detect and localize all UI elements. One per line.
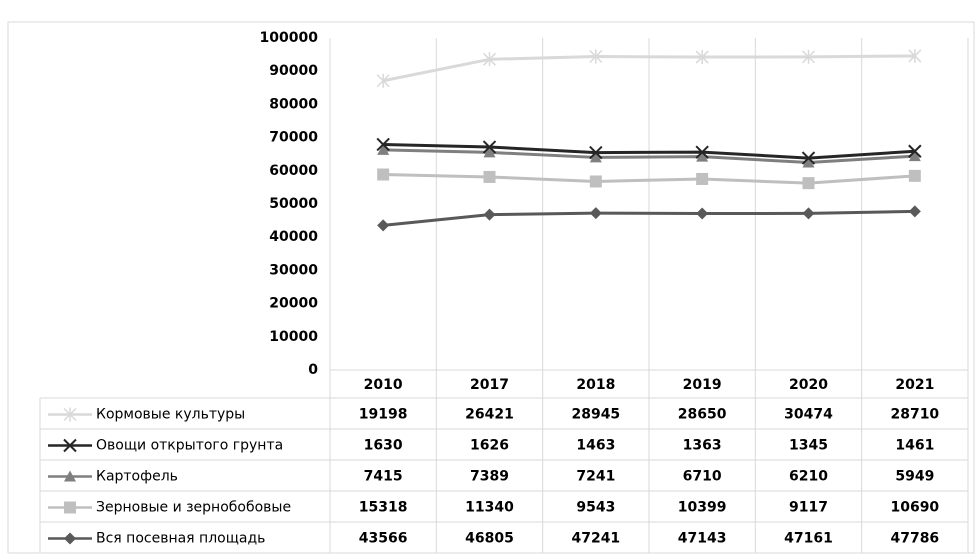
- table-value: 1463: [576, 438, 615, 454]
- marker: [908, 169, 921, 182]
- y-tick-label: 90000: [269, 63, 318, 79]
- marker: [695, 145, 709, 159]
- y-tick-label: 50000: [269, 196, 318, 212]
- legend-label: Картофель: [96, 469, 178, 485]
- marker: [63, 407, 77, 422]
- marker: [376, 137, 390, 152]
- marker: [482, 140, 497, 154]
- table-value: 9117: [789, 500, 828, 516]
- table-value: 1345: [789, 438, 828, 454]
- marker: [63, 438, 77, 453]
- table-value: 7241: [576, 469, 615, 485]
- marker: [483, 146, 496, 158]
- marker: [64, 470, 76, 482]
- table-value: 5949: [895, 469, 934, 485]
- table-value: 7415: [364, 469, 403, 485]
- marker: [589, 49, 603, 64]
- y-tick-label: 70000: [269, 130, 318, 146]
- marker: [802, 207, 815, 220]
- table-value: 30474: [784, 407, 833, 423]
- marker: [696, 207, 709, 220]
- marker: [801, 151, 816, 165]
- table-value: 6710: [683, 469, 722, 485]
- table-value: 6210: [789, 469, 828, 485]
- marker: [801, 49, 816, 64]
- marker: [908, 205, 921, 218]
- table-value: 47241: [571, 531, 620, 547]
- table-value: 46805: [465, 531, 514, 547]
- marker: [64, 501, 76, 514]
- table-value: 11340: [465, 500, 514, 516]
- marker: [802, 177, 815, 190]
- series-line: [383, 209, 915, 227]
- marker: [482, 52, 497, 67]
- legend-label: Вся посевная площадь: [96, 531, 265, 547]
- legend-label: Зерновые и зернобобовые: [96, 500, 291, 516]
- y-tick-label: 100000: [260, 30, 319, 46]
- table-value: 43566: [359, 531, 408, 547]
- marker: [908, 150, 921, 162]
- marker: [696, 172, 709, 185]
- y-tick-label: 80000: [269, 96, 318, 112]
- y-tick-label: 30000: [269, 262, 318, 278]
- x-tick-label: 2018: [576, 377, 615, 393]
- table-value: 15318: [359, 500, 408, 516]
- table-value: 26421: [465, 407, 514, 423]
- x-tick-label: 2021: [895, 377, 934, 393]
- x-tick-label: 2020: [789, 377, 828, 393]
- marker: [589, 151, 602, 163]
- marker: [377, 143, 390, 155]
- table-value: 47161: [784, 531, 833, 547]
- x-tick-label: 2017: [470, 377, 509, 393]
- marker: [696, 150, 709, 162]
- y-tick-label: 10000: [269, 329, 318, 345]
- chart-frame: [7, 21, 975, 554]
- series-line: [382, 54, 915, 83]
- table-value: 7389: [470, 469, 509, 485]
- table-value: 28945: [571, 407, 620, 423]
- marker: [908, 48, 922, 63]
- legend-label: Овощи открытого грунта: [96, 438, 283, 454]
- legend-label: Кормовые культуры: [96, 407, 245, 423]
- table-value: 19198: [359, 407, 408, 423]
- marker: [589, 207, 602, 220]
- table-value: 47786: [890, 531, 939, 547]
- marker: [483, 170, 496, 183]
- series-line: [383, 148, 915, 165]
- table-value: 28650: [678, 407, 727, 423]
- marker: [695, 50, 709, 65]
- table-value: 1461: [895, 438, 934, 454]
- x-tick-label: 2019: [683, 377, 722, 393]
- y-tick-label: 20000: [269, 296, 318, 312]
- table-value: 1630: [364, 438, 403, 454]
- table-value: 47143: [678, 531, 727, 547]
- series-line: [383, 173, 915, 185]
- y-tick-label: 60000: [269, 163, 318, 179]
- table-value: 10690: [890, 500, 939, 516]
- table-value: 1626: [470, 438, 509, 454]
- marker: [376, 73, 390, 88]
- y-tick-label: 40000: [269, 229, 318, 245]
- marker: [802, 156, 815, 168]
- marker: [589, 145, 603, 160]
- marker: [483, 208, 496, 221]
- marker: [64, 532, 76, 545]
- table-value: 28710: [890, 407, 939, 423]
- table-value: 1363: [683, 438, 722, 454]
- series-line: [383, 142, 915, 160]
- table-value: 10399: [678, 500, 727, 516]
- y-tick-label: 0: [308, 362, 318, 378]
- marker: [589, 175, 602, 188]
- x-tick-label: 2010: [364, 377, 403, 393]
- table-value: 9543: [576, 500, 615, 516]
- marker: [377, 219, 390, 232]
- marker: [908, 144, 922, 158]
- marker: [377, 168, 390, 181]
